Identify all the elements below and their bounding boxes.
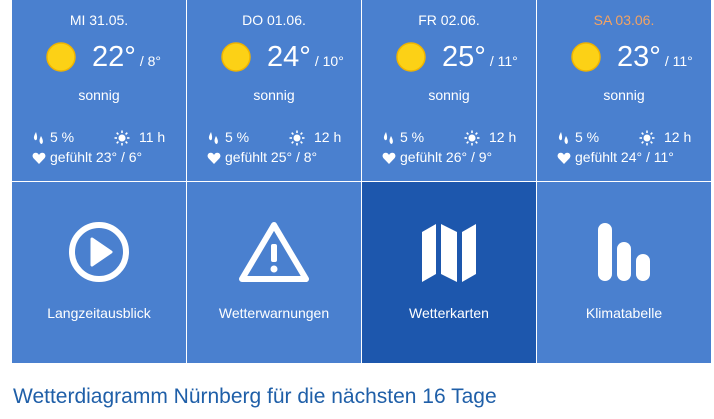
day-date: SA 03.06.	[593, 12, 655, 28]
day-card[interactable]: SA 03.06. 23°/ 11° sonnig 5 % 12 h gefüh…	[537, 0, 711, 181]
temp-max: 25°	[442, 41, 486, 73]
temp-min: / 11°	[664, 53, 693, 69]
temp-min: / 11°	[489, 53, 518, 69]
tile-label: Wetterkarten	[409, 305, 489, 321]
day-date: MI 31.05.	[69, 12, 129, 28]
feels-like: gefühlt 23° / 6°	[50, 149, 143, 165]
sunshine-hours: 12 h	[314, 129, 342, 145]
tile-label: Langzeitausblick	[47, 305, 151, 321]
map-icon	[422, 224, 476, 282]
bar-chart-icon	[598, 223, 650, 281]
section-heading: Wetterdiagramm Nürnberg für die nächsten…	[13, 385, 497, 408]
day-card[interactable]: FR 02.06. 25°/ 11° sonnig 5 % 12 h gefüh…	[362, 0, 536, 181]
rain-probability: 5 %	[575, 129, 600, 145]
forecast-grid: MI 31.05. 22°/ 8° sonnig 5 % 11 h gefühl…	[12, 0, 711, 363]
day-date: DO 01.06.	[242, 12, 306, 28]
day-card[interactable]: DO 01.06. 24°/ 10° sonnig 5 % 12 h gefüh…	[187, 0, 361, 181]
sun-icon	[221, 42, 251, 72]
condition-text: sonnig	[603, 87, 645, 103]
heart-icon	[557, 152, 571, 164]
tile-wetterwarnungen[interactable]: Wetterwarnungen	[187, 182, 361, 363]
condition-text: sonnig	[78, 87, 120, 103]
sunshine-hours: 12 h	[664, 129, 692, 145]
feels-like: gefühlt 24° / 11°	[575, 149, 674, 165]
day-date: FR 02.06.	[418, 12, 480, 28]
tile-wetterkarten[interactable]: Wetterkarten	[362, 182, 536, 363]
sunshine-icon	[114, 130, 130, 146]
rain-probability: 5 %	[400, 129, 425, 145]
heart-icon	[207, 152, 221, 164]
day-card[interactable]: MI 31.05. 22°/ 8° sonnig 5 % 11 h gefühl…	[12, 0, 186, 181]
sunshine-hours: 12 h	[489, 129, 517, 145]
tile-klimatabelle[interactable]: Klimatabelle	[537, 182, 711, 363]
raindrop-icon	[33, 132, 43, 144]
sun-icon	[46, 42, 76, 72]
sunshine-icon	[289, 130, 305, 146]
raindrop-icon	[208, 132, 218, 144]
rain-probability: 5 %	[225, 129, 250, 145]
sun-icon	[571, 42, 601, 72]
sun-icon	[396, 42, 426, 72]
heart-icon	[32, 152, 46, 164]
tile-label: Wetterwarnungen	[218, 305, 330, 321]
warning-triangle-icon	[239, 222, 309, 282]
feels-like: gefühlt 25° / 8°	[225, 149, 318, 165]
rain-probability: 5 %	[50, 129, 75, 145]
condition-text: sonnig	[428, 87, 470, 103]
play-circle-icon	[69, 222, 129, 282]
feels-like: gefühlt 26° / 9°	[400, 149, 493, 165]
tile-langzeitausblick[interactable]: Langzeitausblick	[12, 182, 186, 363]
heart-icon	[382, 152, 396, 164]
temp-max: 24°	[267, 41, 311, 73]
sunshine-icon	[639, 130, 655, 146]
sunshine-hours: 11 h	[139, 129, 166, 145]
temp-min: / 8°	[139, 53, 162, 69]
sunshine-icon	[464, 130, 480, 146]
raindrop-icon	[558, 132, 568, 144]
temp-max: 23°	[617, 41, 661, 73]
tile-label: Klimatabelle	[585, 305, 663, 321]
temp-min: / 10°	[314, 53, 344, 69]
temp-max: 22°	[92, 41, 136, 73]
raindrop-icon	[383, 132, 393, 144]
condition-text: sonnig	[253, 87, 295, 103]
